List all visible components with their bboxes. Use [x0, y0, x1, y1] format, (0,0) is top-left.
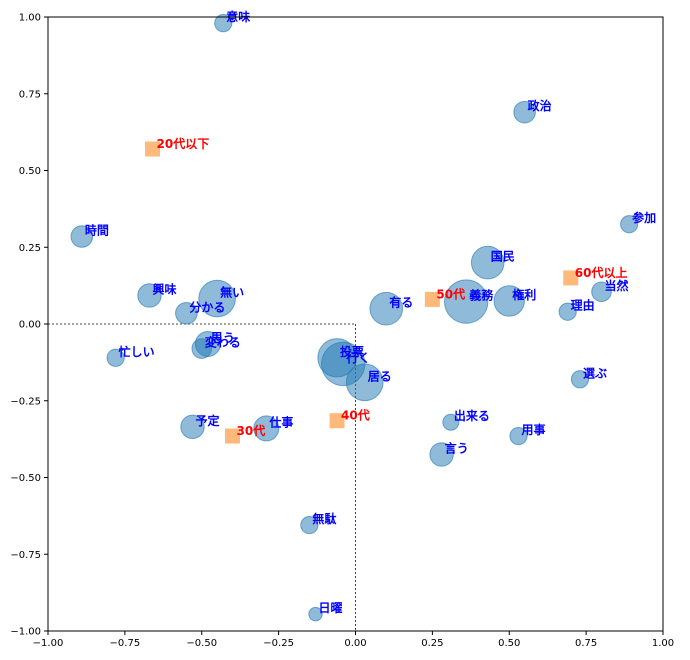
word-label: 投票	[340, 344, 364, 359]
word-label: 日曜	[319, 601, 343, 615]
word-marker	[369, 291, 404, 326]
word-marker	[300, 515, 319, 535]
group-marker	[563, 270, 579, 286]
word-marker	[345, 363, 384, 402]
word-label: 出来る	[454, 408, 490, 423]
word-marker	[591, 281, 612, 303]
x-tick-label: 1.00	[652, 638, 674, 649]
word-markers	[70, 14, 639, 622]
word-label: 国民	[491, 250, 515, 264]
x-tick-label: 0.50	[498, 638, 520, 649]
x-tick-label: 0.00	[344, 638, 366, 649]
y-tick-label: 1.00	[19, 13, 41, 24]
y-tick-label: −1.00	[10, 627, 41, 638]
x-tick-label: −0.25	[263, 638, 294, 649]
group-label: 20代以下	[157, 136, 210, 151]
word-marker	[191, 338, 213, 359]
group-marker	[225, 428, 240, 444]
word-label: 仕事	[268, 414, 293, 429]
y-tick-label: −0.25	[10, 396, 41, 407]
word-label: 参加	[632, 210, 656, 225]
word-label: 当然	[605, 278, 629, 293]
word-label: 有る	[389, 295, 413, 310]
word-marker	[70, 225, 94, 248]
word-label: 時間	[85, 223, 109, 238]
origin-reference-lines	[48, 323, 356, 631]
word-marker	[444, 279, 489, 324]
word-label: 無い	[220, 285, 244, 300]
word-marker	[442, 413, 460, 431]
word-label: 無駄	[312, 511, 337, 526]
group-label: 60代以上	[575, 265, 628, 280]
y-tick-label: 0.75	[19, 89, 41, 100]
x-tick-label: 0.25	[421, 638, 443, 649]
word-label: 選ぶ	[583, 366, 607, 380]
word-marker	[558, 302, 577, 321]
group-markers	[145, 141, 579, 444]
word-marker	[175, 301, 198, 325]
word-label: 義務	[469, 288, 494, 303]
word-marker	[180, 414, 205, 440]
x-tick-label: −0.75	[110, 638, 141, 649]
group-marker	[145, 141, 161, 157]
word-label: 権利	[512, 287, 536, 302]
word-marker	[308, 606, 323, 622]
group-marker	[329, 413, 345, 429]
word-label: 変わる	[205, 335, 241, 350]
y-tick-label: 0.25	[19, 243, 41, 254]
group-label: 30代	[237, 423, 266, 438]
word-marker	[106, 348, 125, 367]
x-tick-label: −1.00	[33, 638, 64, 649]
word-label: 政治	[528, 98, 552, 113]
word-marker	[570, 370, 590, 389]
word-marker	[429, 442, 454, 467]
group-marker	[424, 291, 440, 307]
word-label: 用事	[520, 422, 545, 437]
word-label: 予定	[196, 413, 220, 428]
word-label: 思う	[211, 331, 235, 345]
group-label: 40代	[341, 408, 370, 423]
word-label: 行く	[345, 350, 370, 365]
x-tick-label: 0.75	[575, 638, 597, 649]
word-marker	[509, 426, 528, 446]
word-label: 分かる	[189, 299, 225, 314]
word-marker	[253, 415, 280, 442]
word-label: 言う	[445, 440, 469, 455]
word-marker	[620, 215, 639, 234]
x-tick-label: −0.50	[186, 638, 217, 649]
y-tick-label: −0.75	[10, 550, 41, 561]
word-marker	[513, 100, 536, 124]
word-marker	[214, 14, 233, 33]
y-tick-label: 0.00	[19, 320, 41, 331]
word-marker	[137, 283, 162, 308]
word-marker	[198, 279, 236, 318]
word-marker	[493, 285, 525, 317]
y-axis-ticks: −1.00 −0.75 −0.50 −0.25 0.00 0.25 0.50 0.75 1.00	[10, 13, 48, 638]
y-tick-label: 0.50	[19, 166, 41, 177]
word-label: 理由	[571, 298, 595, 313]
word-label: 忙しい	[119, 344, 155, 359]
group-label: 50代	[436, 286, 465, 301]
word-label: 興味	[152, 281, 176, 296]
x-axis-ticks: −1.00 −0.75 −0.50 −0.25 0.00 0.25 0.50 0.75 1.00	[33, 631, 674, 649]
group-labels: 20代以下 60代以上 50代 40代 30代	[157, 136, 628, 438]
y-tick-label: −0.50	[10, 473, 41, 484]
word-label: 居る	[368, 369, 392, 383]
word-marker	[470, 245, 505, 280]
